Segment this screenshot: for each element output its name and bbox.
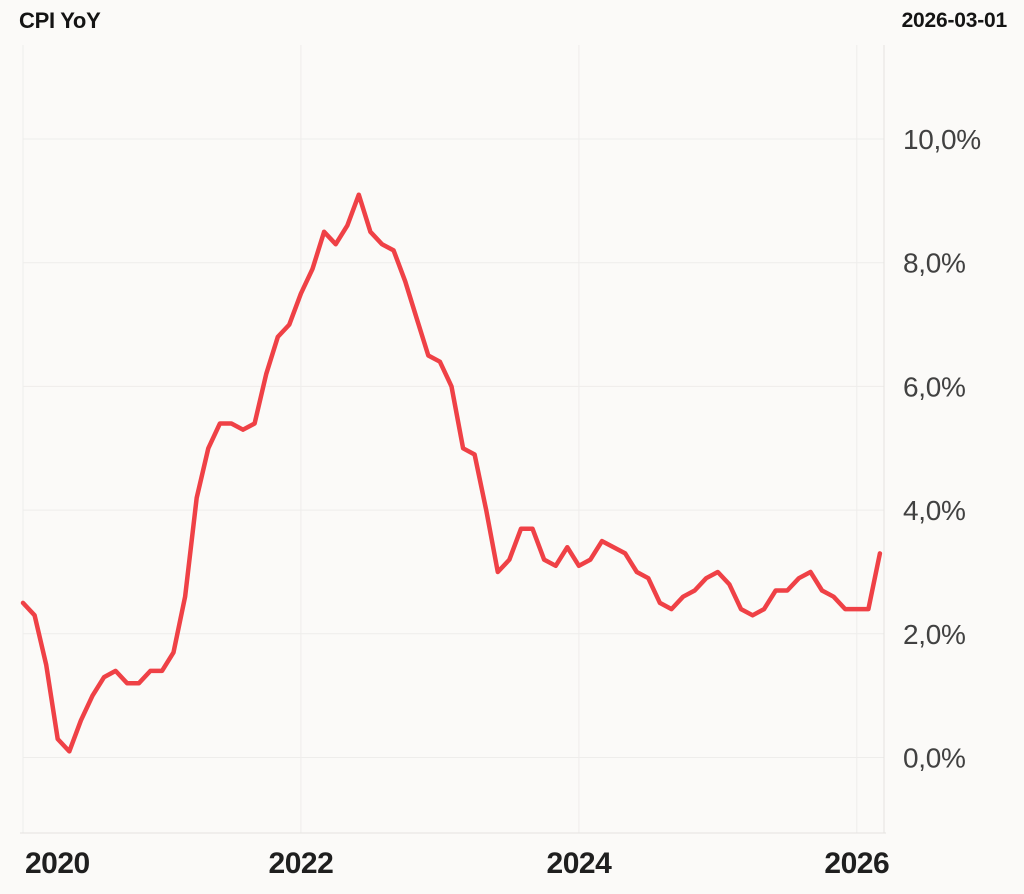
as-of-date-label: 2026-03-01 — [901, 9, 1008, 32]
x-axis-tick-label: 2020 — [25, 847, 90, 880]
x-axis-tick-label: 2024 — [547, 847, 613, 880]
x-axis-tick-label: 2026 — [824, 847, 889, 880]
axis-label-layer: 0,0% 2,0% 4,0% 6,0% 8,0% 10,0% 2020 2022 2024 202… — [25, 124, 981, 880]
series-layer — [20, 192, 883, 754]
chart-plot-area[interactable] — [23, 45, 884, 833]
y-axis-tick-label: 0,0% — [903, 743, 966, 774]
y-axis-tick-label: 8,0% — [903, 248, 966, 279]
x-axis-tick-label: 2022 — [269, 847, 334, 880]
grid-layer — [20, 45, 886, 834]
chart-title: CPI YoY — [19, 8, 101, 33]
y-axis-tick-label: 10,0% — [903, 124, 981, 155]
y-axis-tick-label: 2,0% — [903, 619, 966, 650]
y-axis-tick-label: 4,0% — [903, 495, 966, 526]
y-axis-tick-label: 6,0% — [903, 371, 966, 402]
cpi-series-line — [20, 192, 883, 754]
